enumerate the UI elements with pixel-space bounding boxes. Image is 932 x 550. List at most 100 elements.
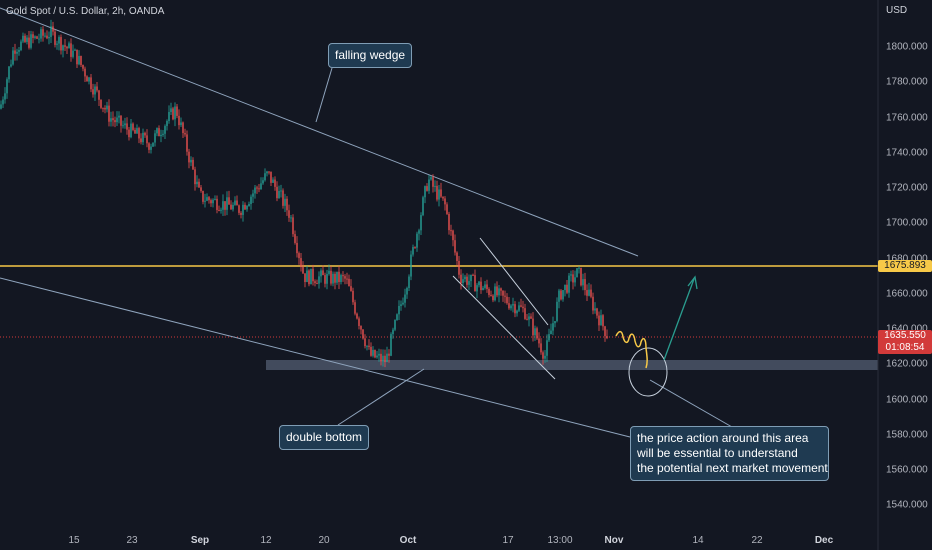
down-candle	[506, 296, 508, 304]
down-candle	[474, 275, 476, 292]
down-candle	[172, 108, 174, 120]
down-candle	[276, 186, 278, 199]
down-candle	[304, 273, 306, 283]
up-candle	[328, 270, 330, 274]
down-candle	[218, 209, 220, 211]
support-zone[interactable]	[266, 360, 878, 370]
down-candle	[542, 352, 544, 359]
up-candle	[10, 64, 12, 67]
down-candle	[292, 217, 294, 235]
down-candle	[370, 346, 372, 356]
down-candle	[104, 107, 106, 110]
up-candle	[412, 247, 414, 255]
down-candle	[380, 353, 382, 362]
up-candle	[248, 203, 250, 206]
up-candle	[428, 179, 430, 191]
down-candle	[346, 278, 348, 280]
wedge-lower-line[interactable]	[452, 275, 556, 380]
down-candle	[520, 305, 522, 307]
up-candle	[58, 37, 60, 44]
down-candle	[64, 45, 66, 47]
down-candle	[446, 204, 448, 214]
up-candle	[44, 35, 46, 37]
down-candle	[96, 86, 98, 91]
up-candle	[534, 328, 536, 336]
up-candle	[332, 273, 334, 284]
down-candle	[82, 64, 84, 69]
double-bottom-callout[interactable]: double bottom	[279, 425, 370, 450]
time-tick-label: 13:00	[547, 535, 573, 546]
down-candle	[210, 200, 212, 204]
lower-trendline[interactable]	[0, 277, 631, 438]
price-tick-label: 1580.000	[886, 429, 928, 441]
up-candle	[558, 290, 560, 302]
time-tick-label: 20	[318, 535, 330, 546]
up-candle	[564, 284, 566, 291]
upper-trendline[interactable]	[0, 7, 639, 257]
projected-squiggle[interactable]	[615, 330, 648, 369]
down-candle	[356, 313, 358, 319]
up-candle	[40, 29, 42, 39]
up-candle	[180, 122, 182, 126]
down-candle	[98, 90, 100, 100]
down-candle	[442, 196, 444, 199]
down-candle	[258, 188, 260, 190]
down-candle	[526, 318, 528, 320]
down-candle	[300, 258, 302, 268]
projection-arrow[interactable]	[663, 278, 695, 361]
time-tick-label: Oct	[399, 535, 417, 546]
note-callout[interactable]: the price action around this area will b…	[630, 426, 829, 481]
down-candle	[140, 138, 142, 143]
up-candle	[152, 142, 154, 147]
highlight-circle[interactable]	[628, 347, 668, 397]
down-candle	[176, 106, 178, 116]
up-candle	[406, 288, 408, 295]
down-candle	[538, 338, 540, 344]
down-candle	[566, 284, 568, 293]
up-candle	[320, 270, 322, 277]
price-tick-label: 1540.000	[886, 499, 928, 511]
down-candle	[362, 329, 364, 339]
up-candle	[214, 198, 216, 200]
up-candle	[150, 146, 152, 150]
currency-label: USD	[886, 5, 908, 16]
down-candle	[368, 345, 370, 347]
up-candle	[468, 281, 470, 285]
down-candle	[348, 278, 350, 287]
up-candle	[510, 305, 512, 309]
up-candle	[400, 304, 402, 306]
up-candle	[588, 289, 590, 296]
up-candle	[376, 355, 378, 358]
falling-wedge-callout[interactable]: falling wedge	[328, 43, 413, 68]
up-candle	[416, 233, 418, 248]
up-candle	[56, 43, 58, 45]
down-candle	[286, 198, 288, 211]
wedge-upper-line[interactable]	[479, 237, 549, 326]
down-candle	[46, 35, 48, 39]
down-candle	[42, 29, 44, 36]
up-candle	[74, 49, 76, 51]
down-candle	[268, 171, 270, 173]
time-tick-label: 23	[126, 535, 138, 546]
down-candle	[188, 151, 190, 163]
down-candle	[426, 186, 428, 191]
up-candle	[20, 41, 22, 50]
down-candle	[60, 37, 62, 51]
down-candle	[36, 36, 38, 39]
down-candle	[488, 289, 490, 295]
down-candle	[102, 107, 104, 109]
up-candle	[18, 49, 20, 52]
down-candle	[14, 50, 16, 54]
down-candle	[298, 253, 300, 259]
up-candle	[136, 128, 138, 134]
note-line-2: will be essential to understand	[637, 446, 798, 460]
up-candle	[260, 183, 262, 190]
up-candle	[4, 93, 6, 100]
up-candle	[284, 198, 286, 206]
down-candle	[530, 316, 532, 319]
up-candle	[470, 274, 472, 282]
double-bottom-pointer	[337, 368, 425, 426]
up-candle	[398, 305, 400, 315]
up-candle	[154, 133, 156, 143]
